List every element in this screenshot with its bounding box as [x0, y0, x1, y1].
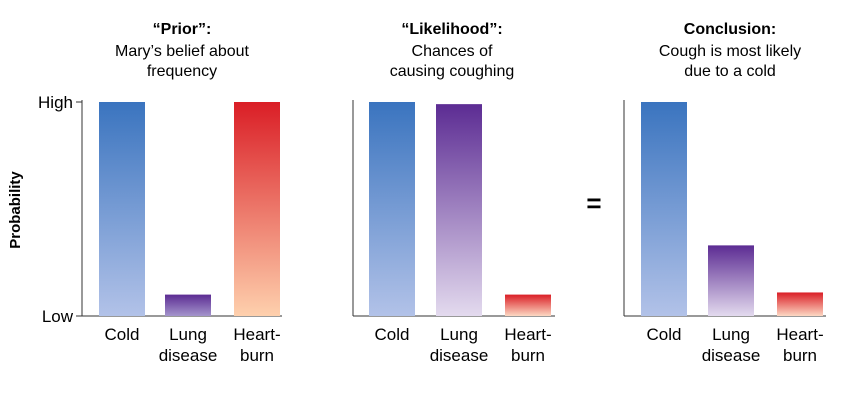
chart-panel-3: Conclusion: Cough is most likely due to a … — [623, 21, 826, 365]
category-label: burn — [511, 346, 545, 365]
bar-heart — [777, 292, 823, 316]
category-label: disease — [430, 346, 489, 365]
category-label: Heart- — [776, 325, 823, 344]
category-label: Cold — [375, 325, 410, 344]
bar-heart — [505, 294, 551, 316]
bar-cold — [641, 102, 687, 316]
panel-subtitle-line: causing coughing — [390, 63, 515, 80]
bar-lung — [165, 294, 211, 316]
category-label: Heart- — [233, 325, 280, 344]
panel-subtitle-line: Chances of — [412, 43, 493, 60]
bar-heart — [234, 102, 280, 316]
panel-title: Conclusion: — [684, 21, 776, 38]
category-label: disease — [159, 346, 218, 365]
category-label: disease — [702, 346, 761, 365]
equals-sign: = — [586, 188, 601, 218]
chart-panel-2: “Likelihood”: Chances of causing coughing C… — [352, 21, 555, 365]
bar-lung — [436, 104, 482, 316]
category-label: Heart- — [504, 325, 551, 344]
category-label: Lung — [712, 325, 750, 344]
category-label: Lung — [440, 325, 478, 344]
bar-cold — [369, 102, 415, 316]
chart-panel-1: “Prior”: Mary’s belief about frequency High… — [38, 21, 282, 365]
panel-title: “Prior”: — [153, 21, 212, 38]
y-tick-label-high: High — [38, 93, 73, 112]
category-label: Cold — [105, 325, 140, 344]
category-label: burn — [240, 346, 274, 365]
category-label: burn — [783, 346, 817, 365]
y-axis-label: Probability — [7, 171, 24, 249]
panel-subtitle-line: Mary’s belief about — [115, 43, 250, 60]
panel-subtitle-line: due to a cold — [684, 63, 776, 80]
panel-subtitle-line: frequency — [147, 63, 217, 80]
panel-subtitle-line: Cough is most likely — [659, 43, 801, 60]
y-tick-label-low: Low — [42, 307, 74, 326]
bar-lung — [708, 245, 754, 316]
panel-title: “Likelihood”: — [401, 21, 502, 38]
category-label: Lung — [169, 325, 207, 344]
bar-cold — [99, 102, 145, 316]
category-label: Cold — [647, 325, 682, 344]
